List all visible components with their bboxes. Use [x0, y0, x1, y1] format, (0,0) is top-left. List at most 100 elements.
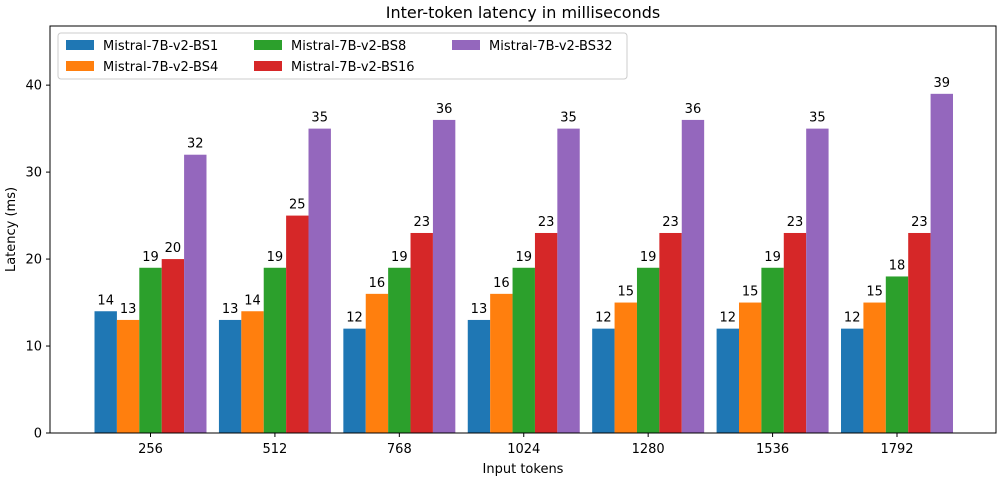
legend-box [57, 32, 628, 80]
x-axis-label: Input tokens [483, 462, 564, 477]
data-label: 12 [346, 311, 363, 326]
bar-mistral-7b-v2-bs1-1792 [841, 328, 864, 433]
bar-mistral-7b-v2-bs8-1792 [885, 276, 909, 433]
y-tick-label: 0 [34, 427, 42, 442]
x-tick-label: 256 [138, 442, 163, 457]
bar-mistral-7b-v2-bs1-1024 [467, 319, 491, 433]
data-label: 18 [889, 258, 906, 273]
data-label: 23 [787, 215, 804, 230]
y-tick-label: 40 [25, 79, 42, 94]
bar-mistral-7b-v2-bs32-512 [308, 128, 331, 433]
data-labels-layer: 14 13 12 13 12 12 12 13 14 16 16 15 15 15 19 19 19 19 19 19… [97, 76, 950, 326]
data-label: 13 [222, 302, 239, 317]
bar-mistral-7b-v2-bs8-256 [139, 267, 162, 433]
data-label: 16 [493, 276, 510, 291]
bar-mistral-7b-v2-bs4-1792 [863, 302, 886, 433]
data-label: 12 [844, 311, 861, 326]
legend-swatch [66, 40, 94, 50]
legend-label: Mistral-7B-v2-BS1 [103, 39, 218, 54]
bar-mistral-7b-v2-bs4-256 [116, 319, 140, 433]
data-label: 23 [911, 215, 928, 230]
data-label: 32 [187, 137, 204, 152]
data-label: 36 [685, 102, 702, 117]
bar-mistral-7b-v2-bs16-512 [286, 215, 309, 433]
data-label: 35 [809, 111, 826, 126]
bar-mistral-7b-v2-bs4-1024 [490, 293, 513, 433]
bars-layer [94, 93, 953, 434]
bar-mistral-7b-v2-bs1-512 [218, 319, 242, 433]
data-label: 23 [538, 215, 555, 230]
bar-mistral-7b-v2-bs32-1280 [681, 119, 705, 434]
bar-mistral-7b-v2-bs8-768 [388, 267, 411, 433]
bar-mistral-7b-v2-bs8-1280 [636, 267, 660, 433]
data-label: 19 [515, 250, 532, 265]
data-label: 14 [97, 293, 114, 308]
data-label: 19 [391, 250, 408, 265]
data-label: 39 [934, 76, 951, 91]
legend-swatch [254, 61, 282, 71]
bar-mistral-7b-v2-bs4-512 [241, 311, 264, 433]
bar-mistral-7b-v2-bs32-256 [184, 154, 207, 433]
chart-title: Inter-token latency in milliseconds [386, 3, 660, 22]
data-label: 14 [244, 293, 261, 308]
plot-frame [49, 25, 997, 434]
x-tick-label: 512 [263, 442, 288, 457]
bar-mistral-7b-v2-bs32-1792 [930, 93, 953, 433]
x-tick-label: 1024 [507, 442, 540, 457]
legend-label: Mistral-7B-v2-BS4 [103, 60, 218, 75]
bar-mistral-7b-v2-bs32-1024 [557, 128, 580, 433]
y-tick-label: 30 [25, 166, 42, 181]
data-label: 35 [560, 111, 577, 126]
data-label: 19 [640, 250, 657, 265]
bar-mistral-7b-v2-bs16-256 [161, 259, 185, 433]
legend-swatch [452, 40, 480, 50]
legend-swatch [254, 40, 282, 50]
legend-swatch [66, 61, 94, 71]
data-label: 35 [311, 111, 328, 126]
x-tick-label: 1792 [880, 442, 913, 457]
bar-mistral-7b-v2-bs16-1024 [534, 232, 558, 433]
legend-label: Mistral-7B-v2-BS8 [291, 39, 406, 54]
bar-mistral-7b-v2-bs1-256 [94, 311, 117, 433]
bar-mistral-7b-v2-bs4-768 [365, 293, 389, 433]
x-tick-label: 1280 [632, 442, 665, 457]
bar-mistral-7b-v2-bs4-1536 [738, 302, 762, 433]
data-label: 23 [413, 215, 430, 230]
data-label: 25 [289, 198, 306, 213]
bar-mistral-7b-v2-bs8-1536 [761, 267, 784, 433]
bar-mistral-7b-v2-bs1-1280 [592, 328, 615, 433]
bar-mistral-7b-v2-bs32-1536 [806, 128, 829, 433]
x-tick-label: 768 [387, 442, 412, 457]
bar-mistral-7b-v2-bs32-768 [432, 119, 456, 434]
data-label: 15 [866, 285, 883, 300]
bar-mistral-7b-v2-bs1-1536 [716, 328, 739, 433]
data-label: 19 [267, 250, 284, 265]
data-label: 12 [720, 311, 737, 326]
y-axis-label: Latency (ms) [4, 187, 19, 272]
bar-mistral-7b-v2-bs16-768 [410, 232, 433, 433]
data-label: 23 [662, 215, 679, 230]
data-label: 20 [165, 241, 182, 256]
bar-mistral-7b-v2-bs8-1024 [512, 267, 535, 433]
bar-mistral-7b-v2-bs16-1792 [908, 232, 931, 433]
bar-mistral-7b-v2-bs1-768 [343, 328, 366, 433]
x-tick-label: 1536 [756, 442, 789, 457]
legend-label: Mistral-7B-v2-BS32 [489, 39, 613, 54]
bar-mistral-7b-v2-bs16-1280 [659, 232, 682, 433]
data-label: 13 [120, 302, 137, 317]
data-label: 15 [742, 285, 759, 300]
bar-mistral-7b-v2-bs16-1536 [783, 232, 807, 433]
bar-mistral-7b-v2-bs8-512 [263, 267, 287, 433]
legend-label: Mistral-7B-v2-BS16 [291, 60, 415, 75]
data-label: 16 [369, 276, 386, 291]
data-label: 12 [595, 311, 612, 326]
bar-mistral-7b-v2-bs4-1280 [614, 302, 637, 433]
data-label: 36 [436, 102, 453, 117]
y-tick-label: 20 [25, 253, 42, 268]
legend: Mistral-7B-v2-BS1 Mistral-7B-v2-BS4 Mistra… [57, 32, 628, 80]
data-label: 19 [764, 250, 781, 265]
y-tick-label: 10 [25, 340, 42, 355]
data-label: 19 [142, 250, 159, 265]
